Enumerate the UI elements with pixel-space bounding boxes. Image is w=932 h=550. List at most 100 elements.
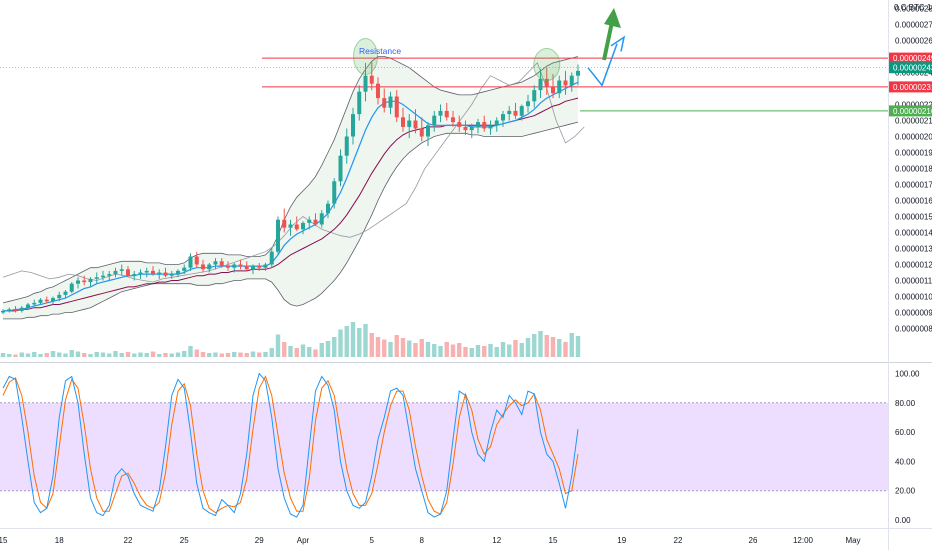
candle-body: [532, 90, 537, 102]
volume-bar: [519, 343, 524, 357]
candle-body: [332, 181, 337, 204]
volume-bar: [400, 338, 406, 357]
volume-bar: [357, 328, 362, 357]
candle-body: [244, 266, 249, 270]
time-axis-tick: 8: [420, 536, 425, 545]
candle-body: [69, 283, 74, 292]
candle-body: [169, 274, 174, 276]
volume-bar: [213, 352, 218, 357]
volume-bar: [94, 352, 99, 357]
stochastic-band: [0, 402, 888, 491]
candle-body: [32, 302, 37, 305]
volume-bar: [7, 354, 12, 357]
volume-bar: [375, 337, 381, 357]
candle-body: [319, 213, 324, 225]
volume-bar: [319, 343, 324, 357]
volume-bar: [313, 349, 318, 357]
candle-body: [107, 274, 112, 276]
candle-body: [138, 272, 143, 275]
volume-bar: [469, 348, 474, 357]
volume-bar: [325, 341, 331, 357]
candle-body: [469, 126, 474, 131]
volume-bar: [307, 347, 312, 357]
volume-bar: [475, 345, 481, 357]
candle-body: [282, 219, 287, 228]
volume-bar: [432, 344, 437, 357]
volume-bar: [175, 352, 181, 357]
candle-body: [519, 106, 524, 116]
volume-bar: [32, 352, 37, 357]
stochastic-axis-tick: 20.00: [895, 487, 916, 496]
volume-bar: [157, 354, 162, 357]
candle-body: [338, 155, 343, 182]
volume-bar: [19, 352, 24, 357]
candle-body: [113, 270, 118, 275]
volume-bar: [119, 353, 124, 357]
stochastic-axis[interactable]: 100.00 80.00 60.00 40.00 20.00 0.00: [895, 370, 920, 526]
volume-bar: [382, 339, 387, 357]
candle-body: [351, 114, 355, 137]
volume-bar: [57, 352, 62, 357]
candle-body: [151, 270, 155, 275]
volume-bar: [13, 354, 18, 357]
candle-body: [376, 83, 380, 99]
candle-body: [488, 125, 493, 129]
candle-body: [144, 270, 149, 273]
candle-body: [307, 219, 312, 223]
volume-bar: [538, 331, 543, 357]
volume-bar: [513, 340, 518, 357]
candle-body: [401, 117, 405, 127]
candle-body: [501, 114, 505, 121]
volume-bar: [550, 337, 556, 357]
candle-body: [232, 264, 237, 268]
bullish-arrow-shaft: [602, 21, 614, 61]
price-tag-label: 0.00000216: [893, 107, 932, 116]
pair-label: 0.C BTC 190: [894, 3, 932, 12]
volume-bar: [100, 352, 106, 357]
ma-fast-line: [3, 81, 579, 312]
time-axis-tick: 25: [180, 536, 189, 545]
volume-bar: [557, 339, 562, 357]
candle-body: [388, 96, 393, 108]
candle-body: [288, 224, 293, 228]
projection-path: [587, 43, 618, 87]
volume-bar: [500, 342, 506, 357]
candle-body: [313, 219, 318, 225]
candle-body: [444, 110, 449, 118]
bollinger-lower: [3, 121, 579, 320]
candle-body: [88, 278, 93, 283]
stochastic-k-line: [2, 372, 579, 518]
volume-bar: [450, 344, 456, 357]
stochastic-axis-tick: 80.00: [895, 399, 916, 408]
time-axis-tick: 12: [492, 536, 501, 545]
candle-body: [101, 275, 105, 278]
candle-body: [463, 126, 468, 131]
volume-bar: [113, 351, 118, 357]
price-tag-label: 0.00000249: [893, 54, 932, 63]
btc-compare-series: [2, 62, 585, 283]
drawings: Resistance: [353, 8, 626, 87]
moving-averages: [3, 81, 579, 312]
candle-body: [38, 299, 43, 303]
candle-body: [238, 264, 243, 267]
time-axis-tick: 19: [617, 536, 626, 545]
volume-bar: [425, 342, 431, 357]
candle-body: [557, 80, 562, 94]
time-axis[interactable]: 15 18 22 25 29 Apr 5 8 12 15 19 22 26 12:00 May: [0, 536, 861, 545]
volume-bar: [132, 353, 137, 357]
time-axis-tick: Apr: [297, 536, 310, 545]
candle-body: [426, 125, 430, 137]
volume-bar: [163, 353, 168, 357]
candle-body: [538, 78, 543, 91]
price-pane-background: [0, 0, 888, 362]
volume-bar: [63, 353, 68, 357]
volume-bar: [332, 337, 337, 357]
